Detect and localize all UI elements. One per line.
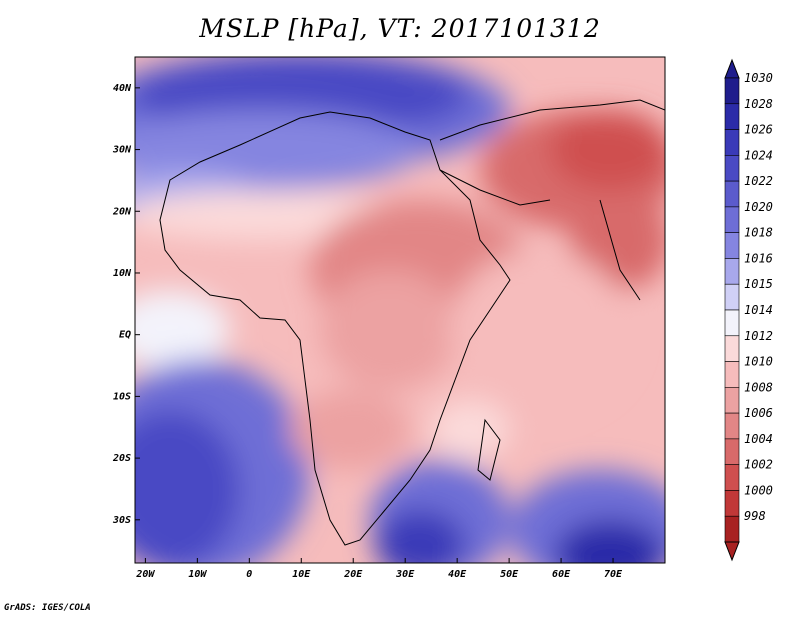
colorbar-swatch xyxy=(724,206,740,233)
colorbar-level-label: 1028 xyxy=(744,97,773,111)
colorbar-level-label: 1030 xyxy=(744,71,773,85)
map-frame xyxy=(134,56,666,564)
colorbar-swatch xyxy=(724,258,740,285)
colorbar-swatch xyxy=(724,387,740,414)
colorbar-level-label: 1014 xyxy=(744,303,773,317)
lon-tick-label: 20E xyxy=(343,569,363,580)
lat-tick-label: 10S xyxy=(113,391,131,402)
colorbar-swatch xyxy=(724,361,740,388)
colorbar-swatch xyxy=(724,464,740,491)
colorbar-level-label: 1012 xyxy=(744,329,773,343)
colorbar-top-arrow xyxy=(724,58,740,79)
lat-tick-label: EQ xyxy=(119,330,131,341)
colorbar-swatch xyxy=(724,155,740,182)
colorbar-swatch xyxy=(724,180,740,208)
colorbar-level-label: 1018 xyxy=(744,226,773,240)
colorbar-level-label: 1016 xyxy=(744,251,773,265)
colorbar-swatch xyxy=(724,490,740,517)
colorbar-swatch xyxy=(724,77,740,105)
lat-tick-label: 10N xyxy=(113,268,132,279)
colorbar-level-label: 1022 xyxy=(744,174,773,188)
colorbar-swatch xyxy=(724,515,740,543)
colorbar-swatch xyxy=(724,438,740,465)
colorbar-swatch xyxy=(724,283,740,311)
colorbar-bottom-arrow xyxy=(724,541,740,562)
colorbar-level-label: 1008 xyxy=(744,380,773,394)
colorbar-level-label: 1010 xyxy=(744,355,773,369)
lat-tick-label: 30S xyxy=(112,515,131,526)
colorbar-level-label: 1024 xyxy=(744,148,773,162)
lon-tick-label: 70E xyxy=(604,569,623,580)
lat-tick-label: 40N xyxy=(113,83,132,94)
colorbar: 1030 1028 1026 1024 1022 1020 1018 1016 1015 1014… xyxy=(724,58,773,562)
colorbar-swatch xyxy=(724,335,740,362)
lon-tick-label: 10E xyxy=(292,569,311,580)
colorbar-level-label: 1004 xyxy=(744,432,773,446)
longitude-ticks: 20W 10W 0 10E 20E 30E 40E 50E 60E 70E xyxy=(135,558,623,580)
lon-tick-label: 10W xyxy=(188,569,207,580)
lon-tick-label: 40E xyxy=(448,569,467,580)
colorbar-level-label: 1015 xyxy=(744,277,773,291)
latitude-ticks: 40N 30N 20N 10N EQ 10S 20S 30S xyxy=(112,83,140,526)
colorbar-level-label: 998 xyxy=(744,509,766,523)
lat-tick-label: 20N xyxy=(112,206,132,217)
colorbar-level-label: 1000 xyxy=(744,483,773,497)
colorbar-swatch xyxy=(724,412,740,440)
coastlines xyxy=(159,99,665,546)
colorbar-level-label: 1002 xyxy=(744,458,773,472)
colorbar-swatch xyxy=(724,129,740,156)
colorbar-swatch xyxy=(724,103,740,130)
colorbar-swatch xyxy=(724,232,740,259)
chart-title: MSLP [hPa], VT: 2017101312 xyxy=(199,14,601,43)
lon-tick-label: 20W xyxy=(135,569,155,580)
colorbar-level-label: 1020 xyxy=(744,200,773,214)
lon-tick-label: 60E xyxy=(552,569,571,580)
lon-tick-label: 50E xyxy=(500,569,519,580)
lat-tick-label: 20S xyxy=(112,453,131,464)
colorbar-level-label: 1006 xyxy=(744,406,773,420)
grads-credit: GrADS: IGES/COLA xyxy=(4,603,91,613)
lon-tick-label: 0 xyxy=(246,569,252,580)
lat-tick-label: 30N xyxy=(112,145,132,156)
colorbar-level-label: 1026 xyxy=(744,123,773,137)
colorbar-swatch xyxy=(724,309,740,337)
pressure-field xyxy=(135,57,665,563)
lon-tick-label: 30E xyxy=(395,569,415,580)
